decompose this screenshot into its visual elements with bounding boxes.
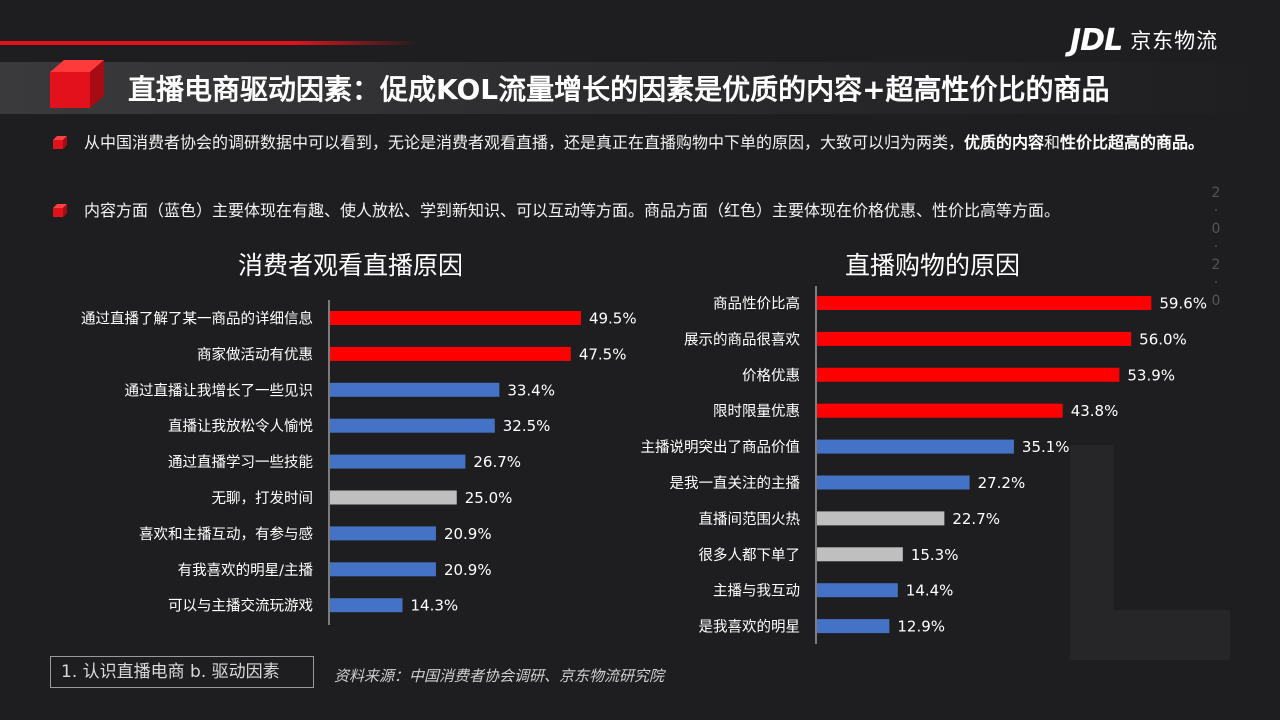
red-cube-icon (50, 60, 104, 108)
data-label: 14.4% (906, 582, 954, 600)
data-label: 43.8% (1071, 402, 1119, 420)
chart-title-purchase: 直播购物的原因 (845, 251, 1021, 280)
bar (330, 598, 403, 613)
category-label: 限时限量优惠 (713, 403, 800, 420)
category-label: 是我喜欢的明星 (699, 619, 801, 636)
bullet-paragraph-1: 从中国消费者协会的调研数据中可以看到，无论是消费者观看直播，还是真正在直播购物中… (84, 128, 1234, 158)
bar (817, 475, 970, 490)
bar (817, 367, 1120, 382)
category-label: 是我一直关注的主播 (670, 475, 801, 492)
source-note: 资料来源：中国消费者协会调研、京东物流研究院 (334, 667, 665, 685)
bar (817, 331, 1132, 346)
category-label: 展示的商品很喜欢 (684, 331, 800, 348)
page-title: 直播电商驱动因素：促成KOL流量增长的因素是优质的内容+超高性价比的商品 (128, 73, 1110, 106)
category-label: 直播间范围火热 (699, 511, 801, 528)
category-label: 通过直播让我增长了一些见识 (125, 382, 314, 399)
bar (817, 547, 903, 562)
side-year-digit: 0 (1211, 221, 1221, 237)
bar (330, 490, 457, 505)
bar (817, 619, 890, 634)
bar (330, 346, 571, 361)
data-label: 26.7% (473, 453, 521, 471)
category-label: 很多人都下单了 (699, 547, 801, 564)
data-label: 56.0% (1139, 330, 1187, 348)
category-label: 通过直播学习一些技能 (168, 454, 313, 471)
data-label: 22.7% (952, 510, 1000, 528)
title-band (0, 62, 1280, 114)
data-label: 33.4% (507, 381, 555, 399)
top-accent-line (0, 41, 420, 45)
bar (330, 526, 436, 541)
category-label: 通过直播了解了某一商品的详细信息 (81, 311, 313, 328)
side-year-digit: 0 (1211, 293, 1221, 309)
background-watermark (1070, 445, 1230, 660)
section-label: 1. 认识直播电商 b. 驱动因素 (50, 656, 314, 688)
bar (330, 454, 466, 469)
bar (817, 583, 898, 598)
category-label: 价格优惠 (742, 367, 800, 384)
data-label: 14.3% (411, 597, 459, 615)
data-label: 47.5% (579, 345, 627, 363)
data-label: 25.0% (465, 489, 513, 507)
bullet-1-bold-content: 优质的内容 (964, 133, 1045, 152)
bullet-paragraph-2: 内容方面（蓝色）主要体现在有趣、使人放松、学到新知识、可以互动等方面。商品方面（… (84, 201, 1061, 220)
bar (817, 403, 1063, 418)
data-label: 20.9% (444, 561, 492, 579)
bar (330, 562, 436, 577)
category-label: 商家做活动有优惠 (197, 346, 313, 363)
data-label: 53.9% (1127, 366, 1175, 384)
category-label: 可以与主播交流玩游戏 (168, 597, 313, 615)
data-label: 15.3% (911, 546, 959, 564)
data-label: 49.5% (589, 310, 637, 328)
bar (817, 296, 1152, 310)
bar (330, 418, 495, 433)
bar (817, 511, 945, 526)
category-label: 直播让我放松令人愉悦 (168, 418, 313, 435)
bullet-1-bold-goods: 性价比超高的商品。 (1060, 133, 1205, 152)
red-cube-bullet-icon (53, 136, 67, 149)
data-label: 59.6% (1159, 295, 1207, 313)
category-label: 主播与我互动 (713, 583, 800, 600)
category-label: 有我喜欢的明星/主播 (178, 562, 314, 579)
category-label: 主播说明突出了商品价值 (641, 439, 801, 456)
logo-mark: JDL (1070, 22, 1123, 58)
chart-title-watch: 消费者观看直播原因 (238, 251, 464, 280)
data-label: 35.1% (1022, 438, 1070, 456)
side-year-digit: 2 (1211, 257, 1221, 273)
red-cube-bullet-icon (53, 204, 67, 217)
data-label: 12.9% (897, 618, 945, 636)
side-year-watermark: 2 · 0 · 2 · 0 (1208, 184, 1224, 310)
logo-name: 京东物流 (1130, 29, 1219, 53)
category-label: 商品性价比高 (713, 296, 800, 313)
data-label: 32.5% (503, 417, 551, 435)
category-label: 无聊，打发时间 (212, 490, 314, 507)
bar (330, 382, 500, 397)
category-label: 喜欢和主播互动，有参与感 (139, 526, 313, 543)
data-label: 20.9% (444, 525, 492, 543)
bar (330, 311, 581, 325)
bullet-1-text: 从中国消费者协会的调研数据中可以看到，无论是消费者观看直播，还是真正在直播购物中… (84, 133, 965, 152)
side-year-digit: 2 (1211, 185, 1221, 201)
jdl-logo: JDL 京东物流 (1070, 22, 1218, 58)
data-label: 27.2% (978, 474, 1026, 492)
bullet-1-connector: 和 (1044, 133, 1061, 152)
bar (817, 439, 1014, 454)
